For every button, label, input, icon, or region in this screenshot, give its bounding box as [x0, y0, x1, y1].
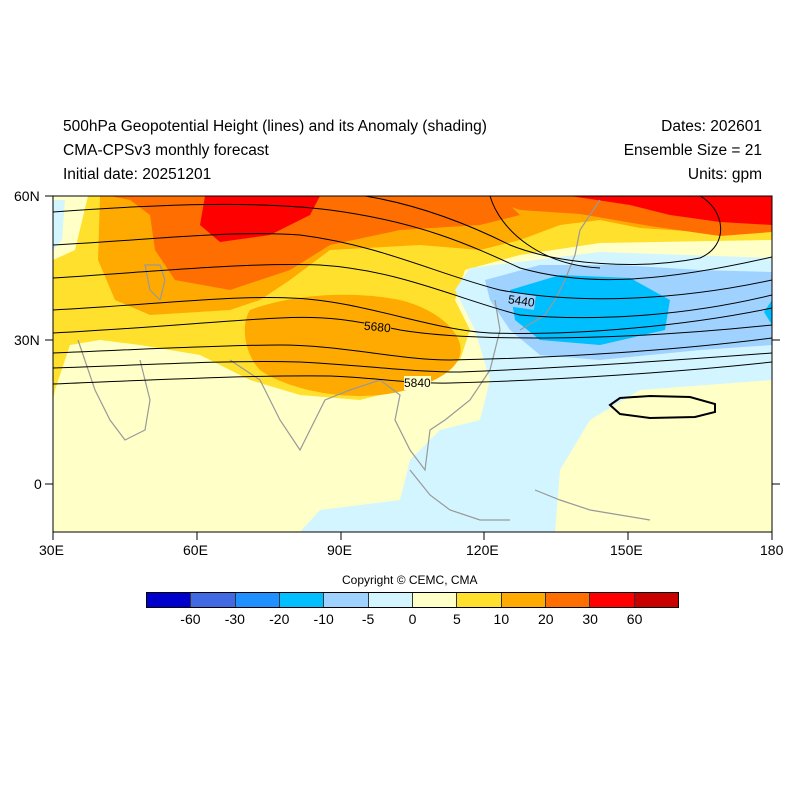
height-contours [53, 196, 772, 420]
forecast-dates: Dates: 202601 [661, 118, 762, 135]
lon-label-90e: 90E [327, 542, 352, 558]
colorbar-segment [191, 593, 236, 607]
colorbar-segment [235, 593, 280, 607]
colorbar-label: -30 [224, 611, 245, 627]
copyright: Copyright © CEMC, CMA [342, 573, 478, 587]
shade-30-60-east [570, 196, 772, 225]
colorbar-segment [368, 593, 413, 607]
colorbar-label: 20 [537, 611, 554, 627]
colorbar-segment [412, 593, 458, 607]
shade-10-20-central [244, 294, 461, 396]
coastlines [77, 199, 651, 521]
lon-label-120e: 120E [466, 542, 499, 558]
lon-label-150e: 150E [610, 542, 643, 558]
colorbar-label: 5 [453, 611, 461, 627]
colorbar-label: -5 [361, 611, 375, 627]
colorbar-segment [324, 593, 369, 607]
colorbar-label: 30 [582, 611, 598, 627]
lon-label-60e: 60E [183, 542, 208, 558]
colorbar [146, 592, 679, 608]
units: Units: gpm [687, 166, 762, 183]
colorbar-segment [634, 593, 678, 607]
shade-light-blue-west [53, 200, 65, 250]
lat-label-60n: 60N [14, 188, 40, 204]
colorbar-label: 60 [626, 611, 643, 627]
contour-label-5840: 5840 [404, 376, 431, 390]
shade-30-60-west [200, 196, 320, 242]
ensemble-size: Ensemble Size = 21 [623, 142, 762, 159]
shade-neg10-neg20 [510, 275, 670, 345]
colorbar-segment [501, 593, 546, 607]
colorbar-label: 0 [408, 611, 417, 627]
lat-label-30n: 30N [14, 332, 40, 348]
colorbar-label: -60 [180, 611, 201, 627]
colorbar-segment [279, 593, 325, 607]
lon-label-30e: 30E [39, 542, 64, 558]
lon-label-180: 180 [760, 542, 784, 558]
lat-label-eq: 0 [34, 476, 42, 492]
colorbar-segment [545, 593, 591, 607]
colorbar-segment [590, 593, 635, 607]
contour-label-5680: 5680 [363, 318, 392, 336]
chart-subtitle: CMA-CPSv3 monthly forecast [63, 142, 269, 159]
initial-date: Initial date: 20251201 [63, 166, 212, 183]
colorbar-label: 10 [493, 611, 510, 627]
chart-title: 500hPa Geopotential Height (lines) and i… [63, 118, 487, 135]
colorbar-label: -10 [313, 611, 334, 627]
shade-neg10-neg20-east [764, 300, 772, 325]
colorbar-segment [147, 593, 192, 607]
axis-ticks [45, 195, 780, 540]
map-frame [52, 195, 773, 533]
colorbar-segment [457, 593, 502, 607]
colorbar-label: -20 [269, 611, 290, 627]
